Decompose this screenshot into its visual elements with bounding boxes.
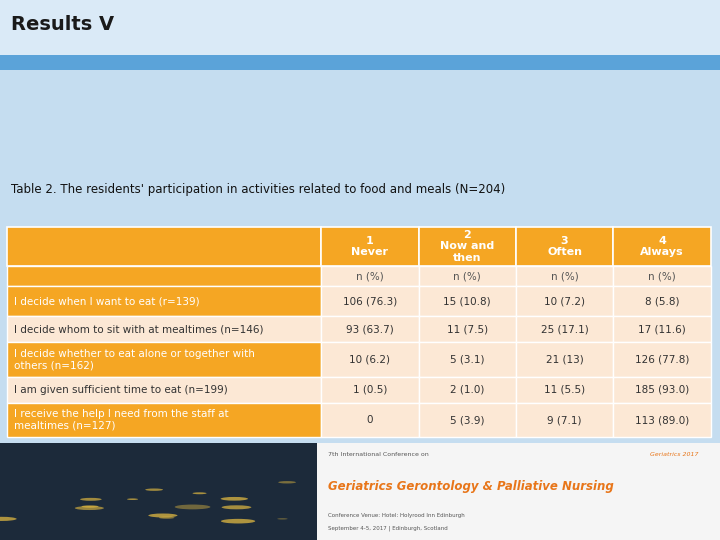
- Bar: [7, 227, 321, 266]
- Text: 106 (76.3): 106 (76.3): [343, 296, 397, 306]
- Text: I am given sufficient time to eat (n=199): I am given sufficient time to eat (n=199…: [14, 385, 228, 395]
- Bar: [317, 443, 720, 540]
- Text: Table 2. The residents' participation in activities related to food and meals (N: Table 2. The residents' participation in…: [11, 183, 505, 196]
- Bar: [418, 342, 516, 377]
- Text: 5 (3.9): 5 (3.9): [450, 415, 485, 425]
- Circle shape: [161, 538, 181, 540]
- Circle shape: [214, 504, 243, 508]
- Text: 11 (5.5): 11 (5.5): [544, 385, 585, 395]
- Text: Results V: Results V: [11, 15, 114, 34]
- Text: 17 (11.6): 17 (11.6): [638, 324, 686, 334]
- Bar: [0, 443, 317, 540]
- Bar: [613, 377, 711, 403]
- Circle shape: [199, 491, 215, 492]
- Text: 9 (7.1): 9 (7.1): [547, 415, 582, 425]
- Bar: [7, 286, 321, 316]
- Text: 93 (63.7): 93 (63.7): [346, 324, 394, 334]
- Text: 25 (17.1): 25 (17.1): [541, 324, 588, 334]
- Bar: [321, 403, 418, 437]
- Text: 10 (6.2): 10 (6.2): [349, 354, 390, 364]
- Bar: [0, 55, 720, 70]
- Circle shape: [243, 531, 266, 534]
- Bar: [613, 286, 711, 316]
- Bar: [516, 342, 613, 377]
- Circle shape: [159, 534, 194, 538]
- Bar: [613, 342, 711, 377]
- Text: n (%): n (%): [551, 271, 578, 281]
- Bar: [321, 266, 418, 286]
- Circle shape: [84, 489, 114, 494]
- Circle shape: [189, 493, 212, 496]
- Bar: [516, 377, 613, 403]
- Circle shape: [252, 491, 283, 495]
- Text: 126 (77.8): 126 (77.8): [635, 354, 689, 364]
- Text: 1 (0.5): 1 (0.5): [353, 385, 387, 395]
- Text: 8 (5.8): 8 (5.8): [644, 296, 679, 306]
- Text: Conference Venue: Hotel: Holyrood Inn Edinburgh: Conference Venue: Hotel: Holyrood Inn Ed…: [328, 513, 464, 518]
- Bar: [7, 342, 321, 377]
- Bar: [418, 266, 516, 286]
- Bar: [613, 316, 711, 342]
- Text: 2 (1.0): 2 (1.0): [450, 385, 485, 395]
- Bar: [516, 227, 613, 266]
- Bar: [516, 266, 613, 286]
- Bar: [613, 266, 711, 286]
- Bar: [516, 316, 613, 342]
- Text: September 4-5, 2017 | Edinburgh, Scotland: September 4-5, 2017 | Edinburgh, Scotlan…: [328, 525, 447, 531]
- Bar: [418, 403, 516, 437]
- Text: n (%): n (%): [454, 271, 481, 281]
- Text: n (%): n (%): [356, 271, 384, 281]
- Circle shape: [163, 518, 188, 522]
- Bar: [321, 286, 418, 316]
- Bar: [418, 316, 516, 342]
- Text: I decide when I want to eat (r=139): I decide when I want to eat (r=139): [14, 296, 200, 306]
- Bar: [418, 286, 516, 316]
- Text: 21 (13): 21 (13): [546, 354, 583, 364]
- Text: 15 (10.8): 15 (10.8): [444, 296, 491, 306]
- Text: n (%): n (%): [648, 271, 676, 281]
- Text: 113 (89.0): 113 (89.0): [635, 415, 689, 425]
- Bar: [321, 377, 418, 403]
- Bar: [516, 286, 613, 316]
- Text: I decide whom to sit with at mealtimes (n=146): I decide whom to sit with at mealtimes (…: [14, 324, 264, 334]
- Bar: [418, 377, 516, 403]
- Bar: [7, 266, 321, 286]
- Bar: [7, 403, 321, 437]
- Bar: [321, 342, 418, 377]
- Text: 3
Often: 3 Often: [547, 235, 582, 257]
- Text: 11 (7.5): 11 (7.5): [446, 324, 488, 334]
- Bar: [613, 227, 711, 266]
- Text: 185 (93.0): 185 (93.0): [635, 385, 689, 395]
- Text: 4
Always: 4 Always: [640, 235, 684, 257]
- Text: Geriatrics 2017: Geriatrics 2017: [650, 452, 698, 457]
- Text: 1
Never: 1 Never: [351, 235, 388, 257]
- Bar: [7, 377, 321, 403]
- Bar: [613, 403, 711, 437]
- Bar: [321, 227, 418, 266]
- Text: 2
Now and
then: 2 Now and then: [440, 230, 495, 263]
- Text: 10 (7.2): 10 (7.2): [544, 296, 585, 306]
- Bar: [321, 316, 418, 342]
- Circle shape: [204, 530, 228, 534]
- Text: 7th International Conference on: 7th International Conference on: [328, 452, 428, 457]
- Bar: [516, 403, 613, 437]
- Text: 0: 0: [366, 415, 373, 425]
- Text: 5 (3.1): 5 (3.1): [450, 354, 485, 364]
- Circle shape: [80, 498, 99, 501]
- Text: Geriatrics Gerontology & Palliative Nursing: Geriatrics Gerontology & Palliative Nurs…: [328, 480, 613, 493]
- Text: I receive the help I need from the staff at
mealtimes (n=127): I receive the help I need from the staff…: [14, 409, 229, 431]
- Bar: [7, 316, 321, 342]
- Circle shape: [184, 482, 193, 483]
- Bar: [418, 227, 516, 266]
- Circle shape: [136, 521, 150, 523]
- Circle shape: [222, 485, 238, 488]
- Circle shape: [270, 526, 283, 528]
- Text: I decide whether to eat alone or together with
others (n=162): I decide whether to eat alone or togethe…: [14, 349, 255, 370]
